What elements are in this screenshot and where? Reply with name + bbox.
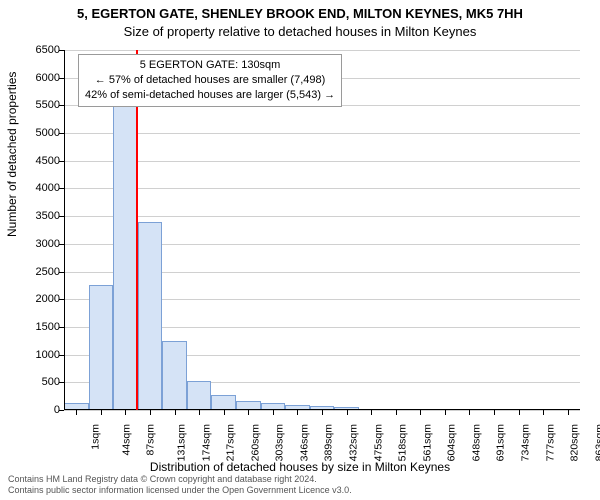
histogram-bar	[162, 341, 187, 410]
chart-container: 5, EGERTON GATE, SHENLEY BROOK END, MILT…	[0, 0, 600, 500]
ytick-label: 5000	[4, 127, 60, 139]
ytick-label: 1500	[4, 321, 60, 333]
ytick-label: 500	[4, 376, 60, 388]
xtick-label: 131sqm	[175, 424, 187, 461]
ytick-label: 1000	[4, 349, 60, 361]
ytick-label: 4000	[4, 182, 60, 194]
footer-attribution: Contains HM Land Registry data © Crown c…	[8, 474, 352, 496]
chart-title-sub: Size of property relative to detached ho…	[0, 24, 600, 39]
xtick-label: 691sqm	[495, 424, 507, 461]
xtick-label: 44sqm	[120, 424, 132, 456]
annotation-line-1: 5 EGERTON GATE: 130sqm	[85, 58, 335, 73]
xtick-label: 648sqm	[470, 424, 482, 461]
xtick-label: 1sqm	[90, 424, 102, 450]
histogram-bar	[113, 94, 138, 410]
xtick-label: 475sqm	[372, 424, 384, 461]
xtick-label: 87sqm	[145, 424, 157, 456]
xtick-label: 734sqm	[519, 424, 531, 461]
xtick-label: 820sqm	[569, 424, 581, 461]
ytick-label: 6000	[4, 72, 60, 84]
ytick-label: 0	[4, 404, 60, 416]
ytick-label: 6500	[4, 44, 60, 56]
xtick-label: 777sqm	[544, 424, 556, 461]
xtick-label: 260sqm	[249, 424, 261, 461]
xtick-label: 518sqm	[397, 424, 409, 461]
y-axis-line	[64, 50, 65, 410]
xtick-label: 561sqm	[421, 424, 433, 461]
histogram-bar	[187, 381, 212, 410]
ytick-label: 2500	[4, 266, 60, 278]
x-axis-label: Distribution of detached houses by size …	[0, 460, 600, 474]
footer-line-2: Contains public sector information licen…	[8, 485, 352, 496]
annotation-line-3: 42% of semi-detached houses are larger (…	[85, 88, 335, 103]
ytick-label: 2000	[4, 293, 60, 305]
ytick-label: 4500	[4, 155, 60, 167]
ytick-label: 5500	[4, 99, 60, 111]
footer-line-1: Contains HM Land Registry data © Crown c…	[8, 474, 352, 485]
chart-title-main: 5, EGERTON GATE, SHENLEY BROOK END, MILT…	[0, 6, 600, 21]
xtick-label: 174sqm	[200, 424, 212, 461]
annotation-line-2: ← 57% of detached houses are smaller (7,…	[85, 73, 335, 88]
histogram-bar	[138, 222, 163, 410]
xtick-label: 863sqm	[593, 424, 600, 461]
annotation-box: 5 EGERTON GATE: 130sqm ← 57% of detached…	[78, 54, 342, 107]
xtick-label: 604sqm	[446, 424, 458, 461]
xtick-label: 389sqm	[323, 424, 335, 461]
histogram-bar	[211, 395, 236, 411]
xtick-label: 303sqm	[274, 424, 286, 461]
xtick-label: 346sqm	[298, 424, 310, 461]
xtick-label: 217sqm	[225, 424, 237, 461]
histogram-bar	[89, 285, 114, 410]
ytick-label: 3500	[4, 210, 60, 222]
ytick-label: 3000	[4, 238, 60, 250]
xtick-label: 432sqm	[347, 424, 359, 461]
